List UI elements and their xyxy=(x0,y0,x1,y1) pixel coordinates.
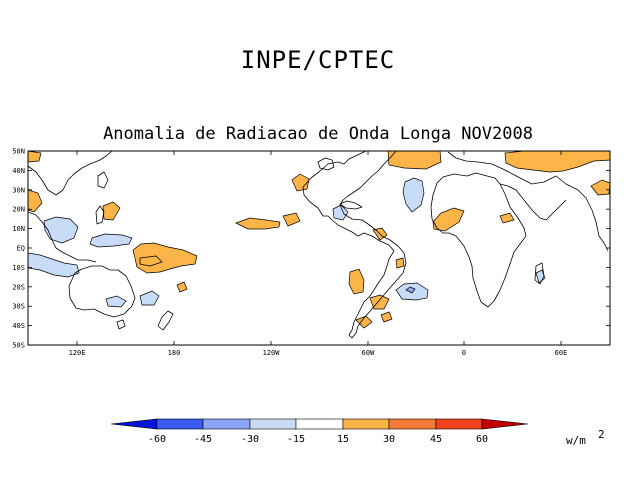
lon-tick-label: 120E xyxy=(69,349,86,357)
anomaly-patch xyxy=(332,204,349,221)
latitude-labels: 50N 40N 30N 20N 10N EQ 10S 20S 30S 40S 5… xyxy=(12,148,25,350)
southeast-asia-coastline xyxy=(27,211,97,263)
anomaly-patch xyxy=(499,212,515,224)
new-zealand-coastline xyxy=(157,310,174,331)
colorbar-segment xyxy=(388,418,437,430)
anomaly-patch xyxy=(139,290,160,306)
anomaly-patch xyxy=(102,201,121,221)
colorbar-label: -30 xyxy=(241,434,259,445)
units-exponent: 2 xyxy=(598,428,605,441)
map-background xyxy=(28,151,610,345)
africa-coastline xyxy=(430,172,527,308)
caribbean-coastline xyxy=(339,200,363,210)
colorbar-segment xyxy=(249,418,297,430)
pacific-islands-coastline xyxy=(139,255,163,267)
colorbar-label: 60 xyxy=(476,434,488,445)
lat-tick-label: 30S xyxy=(12,303,25,311)
anomaly-patch xyxy=(89,233,133,248)
negative-anomaly-areas xyxy=(27,177,546,308)
units-label: w/m xyxy=(566,434,586,447)
longitude-axis xyxy=(76,151,562,345)
arabia-coastline xyxy=(499,183,567,221)
anomaly-patch xyxy=(27,150,42,163)
longitude-labels: 120E 180 120W 60W 0 60E xyxy=(69,349,568,357)
lat-tick-label: 20S xyxy=(12,283,25,291)
anomaly-patch xyxy=(27,252,80,278)
east-asia-coastline xyxy=(27,150,113,196)
anomaly-patch xyxy=(535,269,546,284)
positive-anomaly-areas xyxy=(27,150,611,329)
anomaly-patch xyxy=(432,207,465,232)
anomaly-patch xyxy=(291,173,310,192)
anomaly-patch xyxy=(348,268,365,295)
lat-tick-label: 30N xyxy=(12,186,25,194)
colorbar: -60 -45 -30 -15 15 30 45 60 w/m 2 xyxy=(110,418,605,447)
colorbar-arrow-high xyxy=(481,418,529,430)
japan-coastline xyxy=(97,171,109,189)
anomaly-patch xyxy=(176,281,188,293)
colorbar-segment xyxy=(202,418,251,430)
lat-tick-label: 40N xyxy=(12,167,25,175)
colorbar-label: 15 xyxy=(337,434,349,445)
lat-tick-label: EQ xyxy=(17,245,25,253)
colorbar-arrow-low xyxy=(110,418,158,430)
colorbar-label: -60 xyxy=(148,434,166,445)
colorbar-label: -15 xyxy=(287,434,305,445)
lat-tick-label: 50S xyxy=(12,342,25,350)
tasmania-coastline xyxy=(116,319,126,330)
americas-coastline xyxy=(302,150,407,339)
lon-tick-label: 60W xyxy=(362,349,375,357)
colorbar-segment xyxy=(295,418,344,430)
europe-asia-coastline xyxy=(447,151,609,252)
lon-tick-label: 180 xyxy=(168,349,181,357)
anomaly-patch-strong xyxy=(405,286,416,294)
organization-title: INPE/CPTEC xyxy=(241,46,396,74)
coastlines xyxy=(27,150,609,339)
lon-tick-label: 120W xyxy=(263,349,281,357)
madagascar-coastline xyxy=(534,262,545,285)
anomaly-patch xyxy=(43,216,79,244)
anomaly-patch xyxy=(402,177,425,213)
colorbar-label: -45 xyxy=(194,434,212,445)
map-area: 50N 40N 30N 20N 10N EQ 10S 20S 30S 40S 5… xyxy=(12,148,611,357)
colorbar-label: 30 xyxy=(383,434,395,445)
anomaly-patch xyxy=(395,257,405,269)
anomaly-patch xyxy=(282,212,301,227)
anomaly-patch xyxy=(380,311,393,323)
lat-tick-label: 20N xyxy=(12,206,25,214)
colorbar-label: 45 xyxy=(430,434,442,445)
lat-tick-label: 10S xyxy=(12,264,25,272)
anomaly-patch xyxy=(105,295,127,308)
australia-coastline xyxy=(68,265,136,318)
colorbar-segment xyxy=(156,418,204,430)
lat-tick-label: 10N xyxy=(12,225,25,233)
philippines-coastline xyxy=(95,205,105,225)
lat-tick-label: 50N xyxy=(12,148,25,156)
anomaly-patch xyxy=(355,315,373,329)
lat-tick-label: 40S xyxy=(12,322,25,330)
great-lakes-coastline xyxy=(317,157,335,171)
chart-title: Anomalia de Radiacao de Onda Longa NOV20… xyxy=(103,124,533,144)
colorbar-segment xyxy=(342,418,390,430)
lon-tick-label: 60E xyxy=(555,349,568,357)
lon-tick-label: 0 xyxy=(462,349,466,357)
anomaly-patch xyxy=(235,217,281,230)
latitude-axis xyxy=(28,150,610,346)
colorbar-segment xyxy=(435,418,483,430)
